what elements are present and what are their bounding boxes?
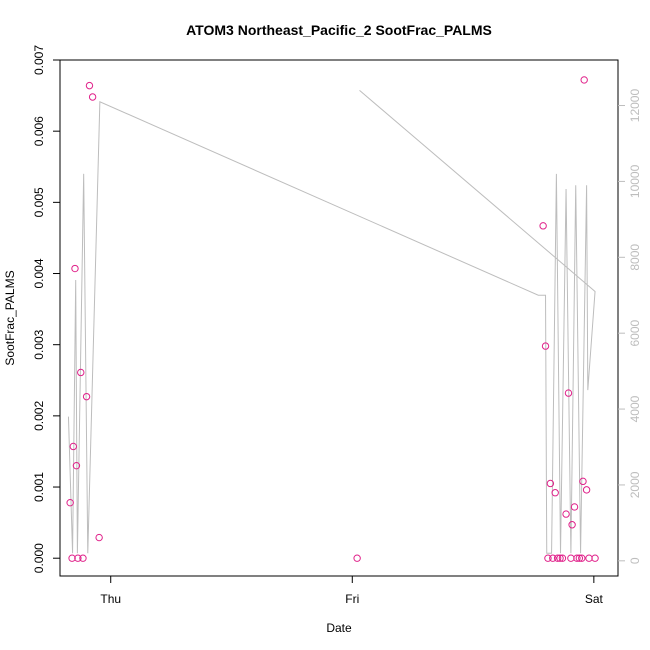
x-axis-label: Date: [326, 621, 352, 635]
data-point: [553, 554, 562, 562]
data-point: [546, 479, 555, 488]
data-point: [539, 222, 547, 230]
data-point: [353, 554, 361, 562]
y-axis-label: SootFrac_PALMS: [3, 270, 17, 365]
data-point: [573, 554, 581, 562]
data-point: [556, 554, 564, 562]
data-point: [72, 461, 81, 470]
y2-tick-label: 4000: [628, 395, 642, 422]
data-point: [562, 510, 570, 518]
y-tick-label: 0.000: [32, 543, 46, 573]
data-point: [575, 554, 584, 562]
y-axis-left: 0.000 0.001 0.002 0.003 0.004 0.005 0.006 0.007: [32, 45, 60, 573]
data-point: [549, 554, 557, 562]
data-point: [580, 76, 588, 84]
data-point: [544, 554, 552, 562]
y-tick-label: 0.005: [32, 187, 46, 217]
data-point: [582, 486, 591, 494]
data-point: [82, 392, 91, 401]
data-point: [568, 521, 576, 529]
data-point: [579, 477, 587, 486]
data-point: [66, 498, 74, 507]
y-tick-label: 0.001: [32, 472, 46, 502]
y2-tick-label: 6000: [628, 320, 642, 347]
data-point: [85, 81, 94, 90]
data-point: [69, 442, 77, 451]
data-point: [88, 93, 97, 101]
series-layer: [66, 76, 599, 562]
data-point: [551, 489, 559, 497]
data-point: [578, 554, 586, 562]
x-tick-label: Fri: [345, 592, 359, 606]
y2-tick-label: 2000: [628, 471, 642, 498]
y-tick-label: 0.004: [32, 258, 46, 288]
data-point: [79, 554, 87, 562]
y-tick-label: 0.007: [32, 45, 46, 75]
y2-tick-label: 0: [628, 557, 642, 564]
altitude-line: [67, 89, 596, 554]
y2-tick-label: 10000: [628, 164, 642, 198]
y-tick-label: 0.002: [32, 401, 46, 431]
data-point: [71, 264, 79, 273]
data-point: [95, 533, 103, 542]
data-point: [541, 342, 550, 350]
plot-frame: [59, 59, 619, 577]
data-point: [570, 503, 579, 511]
x-tick-label: Thu: [100, 592, 121, 606]
data-point: [68, 554, 76, 562]
chart-title: ATOM3 Northeast_Pacific_2 SootFrac_PALMS: [186, 22, 492, 38]
x-tick-label: Sat: [585, 592, 604, 606]
data-point: [591, 554, 599, 562]
y-tick-label: 0.006: [32, 116, 46, 146]
data-point: [564, 389, 573, 397]
y2-tick-label: 12000: [628, 89, 642, 123]
y-tick-label: 0.003: [32, 329, 46, 359]
x-axis: Thu Fri Sat: [100, 576, 604, 606]
data-point: [77, 368, 85, 377]
y2-tick-label: 8000: [628, 244, 642, 271]
data-point: [558, 554, 567, 562]
y-axis-right: 0 2000 4000 6000 8000 10000 12000: [618, 89, 642, 564]
data-point: [74, 554, 82, 562]
